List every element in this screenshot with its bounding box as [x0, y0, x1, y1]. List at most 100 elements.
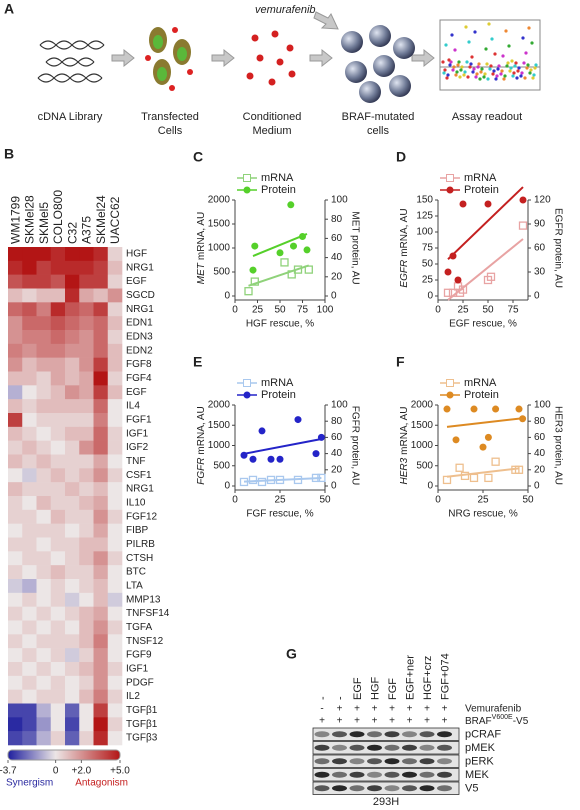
- heat-cell: [50, 454, 66, 469]
- data-point: [518, 221, 528, 230]
- heat-cell: [8, 426, 23, 441]
- blot-band: [402, 744, 417, 751]
- heat-cell: [107, 343, 123, 358]
- heat-cell: [50, 482, 66, 497]
- column-label: WM1799: [8, 196, 22, 244]
- row-label: TGFβ3: [126, 733, 158, 744]
- y2-tick-label: 100: [331, 195, 348, 206]
- heat-cell: [65, 496, 80, 511]
- heat-cell: [50, 316, 66, 331]
- data-point: [249, 266, 257, 274]
- heat-cell: [8, 592, 23, 607]
- blot-band: [437, 771, 452, 778]
- heat-cell: [50, 426, 66, 441]
- heat-cell: [79, 330, 94, 345]
- y-tick-label: 1000: [411, 440, 434, 451]
- heat-cell: [79, 440, 94, 455]
- y2-tick-label: 60: [534, 432, 546, 443]
- treatment-label: FGF: [387, 678, 399, 700]
- x-tick-label: 0: [435, 305, 441, 316]
- heat-cell: [36, 357, 52, 372]
- heat-cell: [36, 399, 52, 414]
- heat-cell: [22, 634, 37, 649]
- heat-cell: [50, 703, 66, 718]
- y2-tick-label: 0: [331, 481, 337, 492]
- y-tick-label: 1000: [208, 440, 231, 451]
- heat-cell: [107, 592, 123, 607]
- data-point: [251, 242, 259, 250]
- heat-cell: [22, 537, 37, 552]
- heat-cell: [8, 579, 23, 594]
- y-axis-label-gene: EGFR: [399, 260, 410, 288]
- y-tick-label: 0: [224, 481, 230, 492]
- heat-cell: [50, 357, 66, 372]
- heat-cell: [93, 689, 109, 704]
- heat-cell: [65, 288, 80, 303]
- panel-label: G: [286, 646, 297, 662]
- heat-cell: [65, 440, 80, 455]
- heat-cell: [65, 579, 80, 594]
- readout-dot: [465, 60, 469, 64]
- colorbar-tick-label: 0: [53, 766, 59, 777]
- heat-cell: [50, 330, 66, 345]
- blot-band: [402, 731, 417, 738]
- heat-cell: [79, 579, 94, 594]
- legend-label: mRNA: [464, 377, 497, 389]
- data-point: [249, 455, 257, 463]
- row-label: FIBP: [126, 525, 149, 536]
- heat-cell: [36, 440, 52, 455]
- readout-dot: [470, 55, 474, 59]
- readout-dot: [448, 63, 452, 67]
- heat-cell: [22, 675, 37, 690]
- heat-cell: [8, 274, 23, 289]
- row-label: HGF: [126, 249, 147, 260]
- step-label: BRAF-mutated: [342, 111, 415, 123]
- heat-cell: [79, 689, 94, 704]
- step-label: Transfected: [141, 111, 199, 123]
- blot-band: [384, 785, 400, 792]
- readout-dot: [484, 47, 488, 51]
- data-point: [469, 473, 479, 483]
- blot-band: [349, 731, 365, 738]
- readout-dot: [519, 74, 523, 78]
- heat-cell: [8, 606, 23, 621]
- heat-cell: [50, 523, 66, 538]
- heat-cell: [22, 413, 37, 428]
- readout-dot: [488, 67, 492, 71]
- readout-dot: [444, 43, 448, 47]
- heat-cell: [107, 731, 123, 746]
- heat-cell: [107, 689, 123, 704]
- blot-band: [437, 785, 452, 792]
- heat-cell: [8, 316, 23, 331]
- heat-cell: [79, 288, 94, 303]
- treatment-mark: +: [354, 704, 360, 715]
- heat-cell: [8, 551, 23, 566]
- heat-cell: [36, 343, 52, 358]
- heat-cell: [8, 703, 23, 718]
- heat-cell: [22, 648, 37, 663]
- panel-a-art: [37, 11, 541, 103]
- y-tick-label: 500: [416, 460, 433, 471]
- readout-dot: [468, 65, 472, 69]
- treatment-mark: +: [407, 716, 413, 727]
- heat-cell: [93, 509, 109, 524]
- drug-label: vemurafenib: [255, 4, 316, 16]
- readout-dot: [516, 69, 520, 73]
- x-axis-label: FGF rescue, %: [246, 509, 313, 520]
- heat-cell: [107, 620, 123, 635]
- row-label: SGCD: [126, 290, 155, 301]
- readout-dot: [441, 60, 445, 64]
- blot-band: [437, 731, 452, 738]
- heat-cell: [79, 343, 94, 358]
- row-label: FGF8: [126, 359, 152, 370]
- x-tick-label: 50: [274, 305, 286, 316]
- heat-cell: [93, 703, 109, 718]
- readout-dot: [525, 66, 529, 70]
- heat-cell: [93, 247, 109, 262]
- readout-dot: [478, 77, 482, 81]
- treatment-mark: +: [424, 704, 430, 715]
- heat-cell: [107, 330, 123, 345]
- heat-cell: [8, 509, 23, 524]
- heat-cell: [79, 634, 94, 649]
- heat-cell: [93, 731, 109, 746]
